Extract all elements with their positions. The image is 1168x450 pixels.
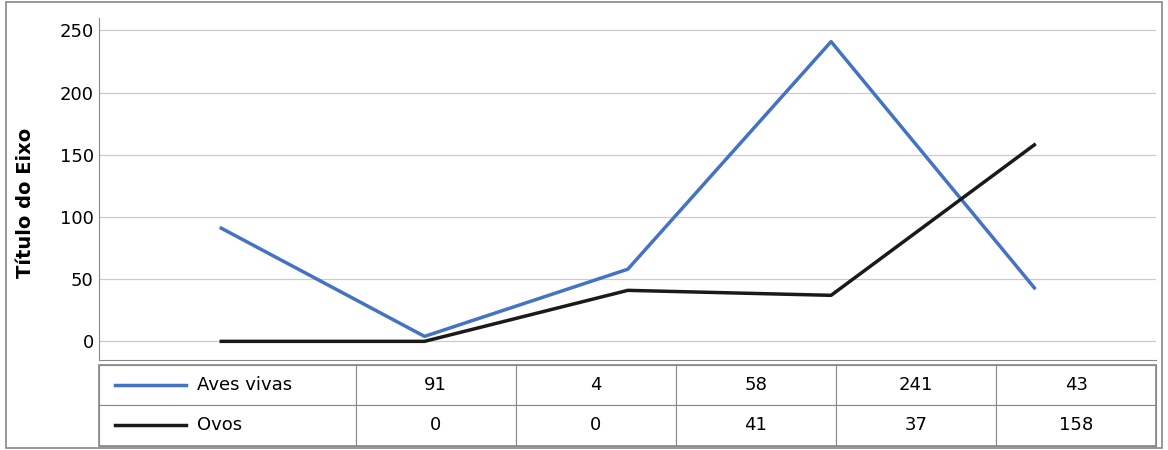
Text: Ovos: Ovos	[196, 416, 242, 434]
Text: 158: 158	[1059, 416, 1093, 434]
Text: 91: 91	[424, 376, 447, 394]
Text: 241: 241	[899, 376, 933, 394]
Text: Título do Eixo: Título do Eixo	[16, 127, 35, 278]
Text: 43: 43	[1065, 376, 1087, 394]
Text: 0: 0	[590, 416, 602, 434]
Text: 37: 37	[904, 416, 927, 434]
Text: 58: 58	[744, 376, 767, 394]
Text: Aves vivas: Aves vivas	[196, 376, 292, 394]
Text: 41: 41	[744, 416, 767, 434]
Text: 4: 4	[590, 376, 602, 394]
Text: 0: 0	[430, 416, 442, 434]
